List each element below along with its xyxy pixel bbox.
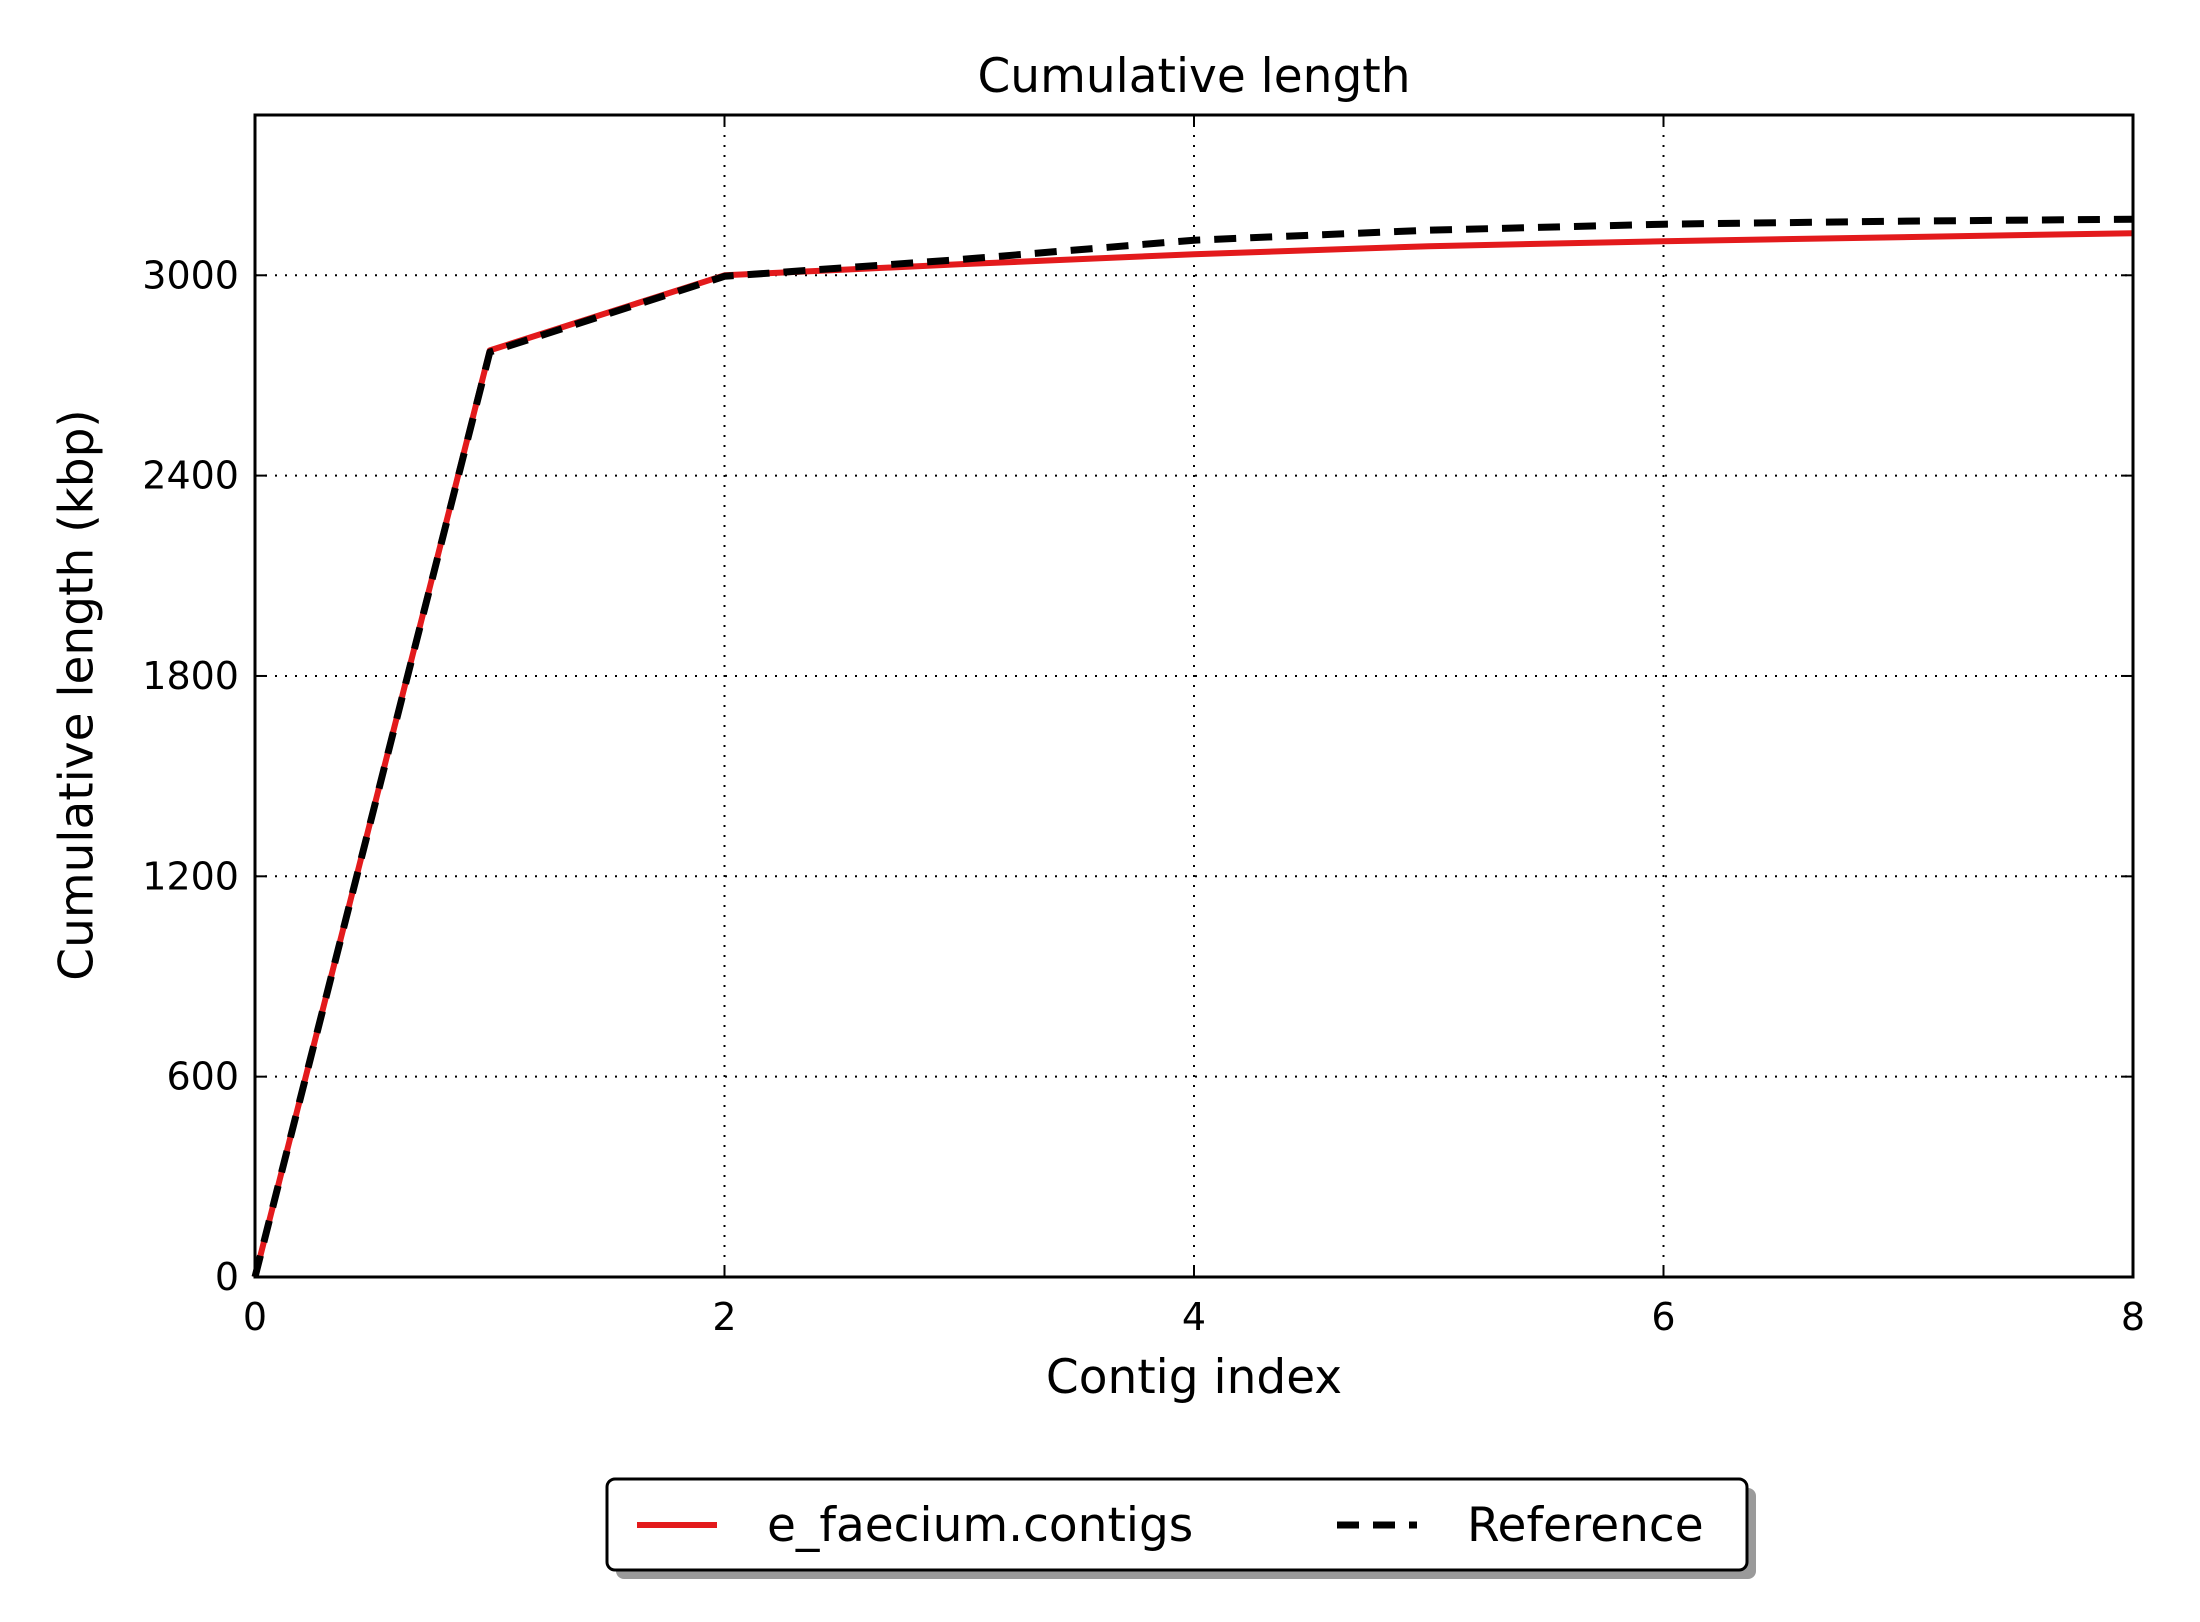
x-axis-label: Contig index [1046,1350,1342,1405]
series-line-e-faecium-contigs [252,230,2134,1278]
series-line-reference [251,215,2134,1278]
x-tick-label: 4 [1182,1295,1206,1339]
grid-lines [255,115,2133,1277]
legend: e_faecium.contigs Reference [605,1477,1756,1579]
legend-box [605,1477,1749,1572]
x-tick-label: 8 [2121,1295,2145,1339]
y-axis-label: Cumulative length (kbp) [50,409,105,981]
x-tick-label: 2 [712,1295,736,1339]
chart-title: Cumulative length [977,49,1410,104]
legend-label-e-faecium-contigs: e_faecium.contigs [767,1498,1193,1553]
legend-label-reference: Reference [1467,1498,1704,1553]
y-tick-label: 3000 [142,253,239,297]
y-tick-label: 1800 [142,654,239,698]
x-tick-label: 0 [243,1295,267,1339]
axis-ticks: 0 2 4 6 8 0 600 1200 1800 2400 3000 [142,115,2145,1339]
x-tick-label: 6 [1651,1295,1675,1339]
y-tick-label: 0 [215,1255,239,1299]
y-tick-label: 1200 [142,854,239,898]
series-lines [251,215,2134,1278]
y-tick-label: 600 [166,1055,239,1099]
y-tick-label: 2400 [142,454,239,498]
